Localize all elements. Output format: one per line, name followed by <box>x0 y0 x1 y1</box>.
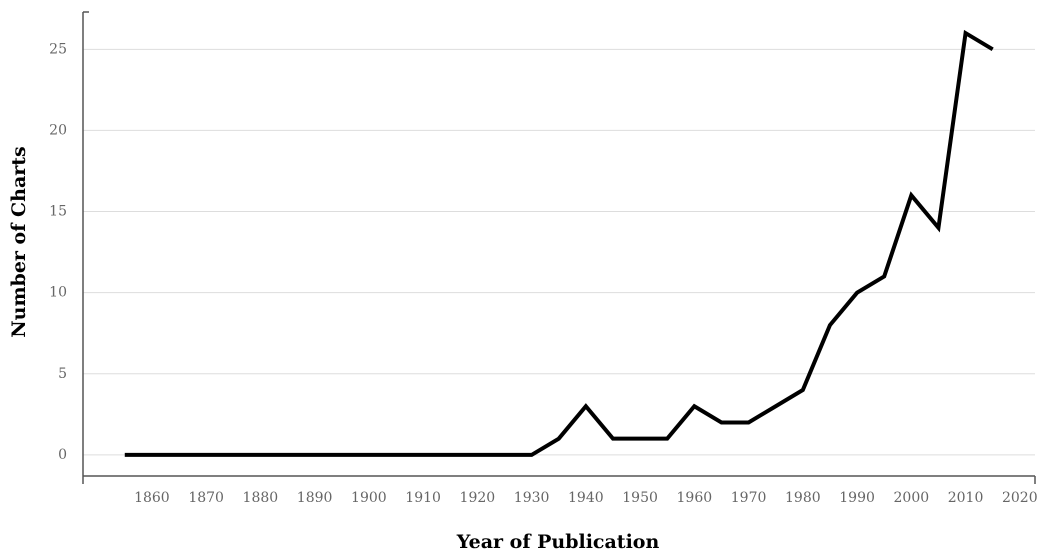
x-tick-label: 1910 <box>405 490 441 506</box>
x-tick-label: 1990 <box>839 490 875 506</box>
x-tick-label: 2000 <box>894 490 930 506</box>
x-tick-label: 1860 <box>134 490 170 506</box>
data-line <box>124 29 994 457</box>
y-tick-label: 0 <box>58 447 67 463</box>
y-tick-label: 20 <box>49 122 67 138</box>
y-axis-title: Number of Charts <box>8 146 30 337</box>
x-tick-label: 1920 <box>460 490 496 506</box>
x-tick-label: 1890 <box>297 490 333 506</box>
x-tick-label: 1930 <box>514 490 550 506</box>
y-tick-label: 15 <box>49 204 67 220</box>
x-tick-label: 2020 <box>1002 490 1038 506</box>
y-tick-label: 25 <box>49 41 67 57</box>
y-tick-label: 5 <box>58 366 67 382</box>
x-tick-label: 1950 <box>622 490 658 506</box>
x-tick-label: 1960 <box>677 490 713 506</box>
x-tick-label: 1970 <box>731 490 767 506</box>
x-axis-title: Year of Publication <box>456 531 660 553</box>
x-tick-label: 1900 <box>351 490 387 506</box>
x-tick-label: 1980 <box>785 490 821 506</box>
x-tick-label: 1880 <box>243 490 279 506</box>
x-tick-label: 1870 <box>188 490 224 506</box>
x-tick-label: 1940 <box>568 490 604 506</box>
y-tick-label: 10 <box>49 285 67 301</box>
x-tick-label: 2010 <box>948 490 984 506</box>
